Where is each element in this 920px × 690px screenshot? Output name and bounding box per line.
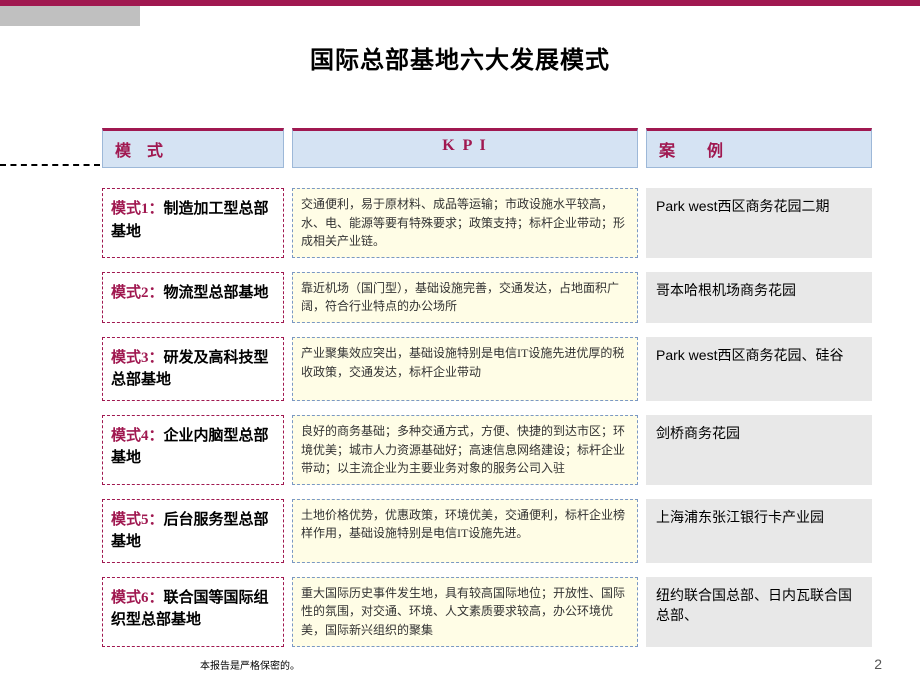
header-mode: 模 式 (102, 128, 284, 168)
mode-cell: 模式6：联合国等国际组织型总部基地 (102, 577, 284, 647)
table-row: 模式5：后台服务型总部基地 土地价格优势，优惠政策，环境优美，交通便利，标杆企业… (102, 499, 882, 563)
example-cell: 上海浦东张江银行卡产业园 (646, 499, 872, 563)
mode-cell: 模式2：物流型总部基地 (102, 272, 284, 323)
header-example: 案 例 (646, 128, 872, 168)
mode-cell: 模式5：后台服务型总部基地 (102, 499, 284, 563)
header-row: 模 式 K P I 案 例 (102, 128, 882, 168)
mode-number: 模式6： (111, 590, 164, 606)
mode-number: 模式2： (111, 285, 164, 301)
example-cell: Park west西区商务花园二期 (646, 188, 872, 258)
kpi-cell: 靠近机场（国门型），基础设施完善，交通发达，占地面积广阔，符合行业特点的办公场所 (292, 272, 638, 323)
page-title: 国际总部基地六大发展模式 (0, 40, 920, 75)
footer-confidential: 本报告是严格保密的。 (200, 657, 300, 672)
mode-cell: 模式4：企业内脑型总部基地 (102, 415, 284, 485)
header-kpi: K P I (292, 128, 638, 168)
mode-cell: 模式1：制造加工型总部基地 (102, 188, 284, 258)
page-number: 2 (874, 656, 882, 672)
table-row: 模式4：企业内脑型总部基地 良好的商务基础；多种交通方式，方便、快捷的到达市区；… (102, 415, 882, 485)
example-cell: 纽约联合国总部、日内瓦联合国总部、 (646, 577, 872, 647)
table-row: 模式6：联合国等国际组织型总部基地 重大国际历史事件发生地，具有较高国际地位；开… (102, 577, 882, 647)
kpi-cell: 交通便利，易于原材料、成品等运输；市政设施水平较高，水、电、能源等要有特殊要求；… (292, 188, 638, 258)
kpi-cell: 土地价格优势，优惠政策，环境优美，交通便利，标杆企业榜样作用，基础设施特别是电信… (292, 499, 638, 563)
kpi-cell: 良好的商务基础；多种交通方式，方便、快捷的到达市区；环境优美；城市人力资源基础好… (292, 415, 638, 485)
content-area: 模 式 K P I 案 例 模式1：制造加工型总部基地 交通便利，易于原材料、成… (102, 128, 882, 661)
left-dash-mark (0, 164, 100, 166)
example-cell: 哥本哈根机场商务花园 (646, 272, 872, 323)
mode-text: 物流型总部基地 (164, 285, 269, 301)
mode-number: 模式4： (111, 428, 164, 444)
table-row: 模式2：物流型总部基地 靠近机场（国门型），基础设施完善，交通发达，占地面积广阔… (102, 272, 882, 323)
mode-number: 模式3： (111, 350, 164, 366)
mode-cell: 模式3：研发及高科技型总部基地 (102, 337, 284, 401)
example-cell: Park west西区商务花园、硅谷 (646, 337, 872, 401)
kpi-cell: 产业聚集效应突出，基础设施特别是电信IT设施先进优厚的税收政策，交通发达，标杆企… (292, 337, 638, 401)
example-cell: 剑桥商务花园 (646, 415, 872, 485)
top-gray-block (0, 6, 140, 26)
mode-number: 模式5： (111, 512, 164, 528)
table-row: 模式1：制造加工型总部基地 交通便利，易于原材料、成品等运输；市政设施水平较高，… (102, 188, 882, 258)
kpi-cell: 重大国际历史事件发生地，具有较高国际地位；开放性、国际性的氛围，对交通、环境、人… (292, 577, 638, 647)
mode-number: 模式1： (111, 201, 164, 217)
table-row: 模式3：研发及高科技型总部基地 产业聚集效应突出，基础设施特别是电信IT设施先进… (102, 337, 882, 401)
